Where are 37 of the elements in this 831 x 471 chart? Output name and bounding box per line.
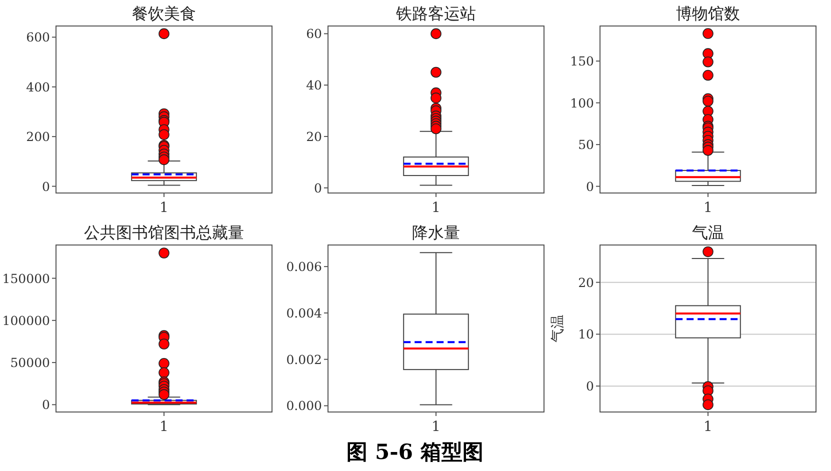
y-tick-label: 0: [586, 178, 594, 194]
y-tick-label: 100000: [2, 312, 50, 328]
x-tick-label: 1: [160, 419, 168, 435]
y-tick-label: 0.000: [286, 398, 322, 414]
y-tick-label: 20: [578, 274, 594, 290]
y-tick-label: 200: [26, 129, 50, 144]
chart-title: 博物馆数: [676, 4, 740, 23]
y-tick-label: 50: [578, 137, 594, 152]
y-tick-label: 0.006: [286, 259, 322, 274]
y-tick-label: 400: [26, 79, 50, 94]
y-tick-label: 60: [306, 26, 322, 42]
y-tick-label: 150000: [2, 270, 50, 286]
x-tick-label: 1: [704, 200, 712, 216]
y-tick-label: 600: [26, 30, 50, 45]
x-tick-label: 1: [704, 419, 712, 435]
y-tick-label: 10: [578, 326, 594, 342]
y-tick-label: 100: [570, 95, 594, 110]
x-tick-label: 1: [160, 200, 168, 216]
y-tick-label: 0.002: [286, 352, 322, 367]
y-tick-label: 0: [314, 180, 322, 196]
x-tick-label: 1: [432, 200, 440, 216]
y-tick-label: 40: [306, 78, 322, 93]
y-tick-label: 50000: [10, 355, 50, 370]
chart-title: 餐饮美食: [132, 4, 196, 23]
chart-title: 铁路客运站: [395, 4, 476, 23]
y-axis-title: 气温: [550, 314, 566, 342]
chart-title: 降水量: [412, 223, 460, 242]
y-tick-label: 150: [570, 54, 594, 69]
y-tick-label: 0.004: [286, 305, 322, 320]
y-tick-label: 0: [42, 178, 50, 194]
chart-title: 公共图书馆图书总藏量: [84, 223, 244, 242]
y-tick-label: 0: [586, 378, 594, 394]
x-tick-label: 1: [432, 419, 440, 435]
y-tick-label: 20: [306, 128, 322, 144]
chart-title: 气温: [692, 223, 724, 242]
y-tick-label: 0: [42, 397, 50, 412]
text: 图 5-6 箱型图: [346, 439, 484, 464]
